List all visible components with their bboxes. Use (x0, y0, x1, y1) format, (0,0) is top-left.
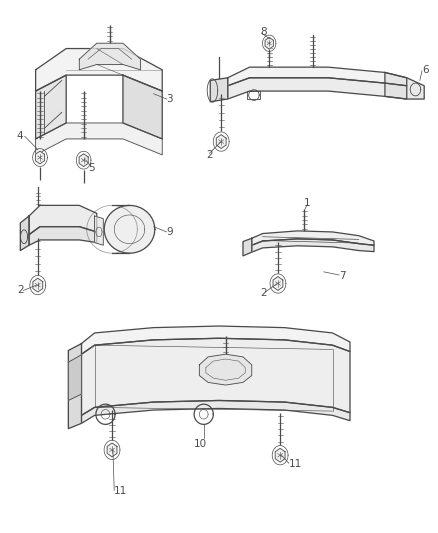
Text: 5: 5 (88, 163, 95, 173)
Polygon shape (216, 135, 226, 149)
Polygon shape (35, 151, 45, 164)
Polygon shape (20, 216, 29, 251)
Polygon shape (273, 277, 283, 290)
Polygon shape (35, 49, 162, 91)
Text: 11: 11 (114, 487, 127, 496)
Polygon shape (243, 238, 252, 256)
Text: 2: 2 (206, 150, 212, 160)
Polygon shape (79, 154, 88, 166)
Text: 11: 11 (289, 459, 302, 469)
Text: 7: 7 (339, 271, 346, 281)
Polygon shape (228, 78, 407, 99)
Text: 4: 4 (16, 131, 23, 141)
Polygon shape (252, 231, 374, 245)
Polygon shape (199, 354, 252, 385)
Polygon shape (35, 123, 162, 155)
Polygon shape (104, 205, 155, 253)
Text: 8: 8 (261, 27, 267, 37)
Polygon shape (29, 227, 97, 245)
Text: 2: 2 (260, 288, 267, 298)
Polygon shape (275, 448, 285, 462)
Polygon shape (252, 239, 374, 252)
Polygon shape (81, 338, 350, 415)
Polygon shape (81, 400, 350, 423)
Polygon shape (79, 43, 141, 70)
Polygon shape (81, 326, 350, 354)
Polygon shape (95, 216, 103, 245)
Polygon shape (265, 37, 273, 49)
Polygon shape (29, 205, 97, 235)
Polygon shape (123, 75, 162, 139)
Polygon shape (210, 78, 228, 102)
Text: 3: 3 (166, 94, 173, 104)
Polygon shape (68, 355, 81, 400)
Text: 1: 1 (304, 198, 311, 208)
Polygon shape (228, 67, 407, 86)
Text: 10: 10 (194, 439, 207, 449)
Text: 9: 9 (166, 227, 173, 237)
Polygon shape (385, 72, 424, 99)
Polygon shape (68, 344, 81, 429)
Polygon shape (107, 443, 117, 457)
Text: 6: 6 (422, 65, 429, 75)
Text: 2: 2 (17, 286, 24, 295)
Polygon shape (33, 278, 43, 292)
Polygon shape (35, 75, 66, 139)
